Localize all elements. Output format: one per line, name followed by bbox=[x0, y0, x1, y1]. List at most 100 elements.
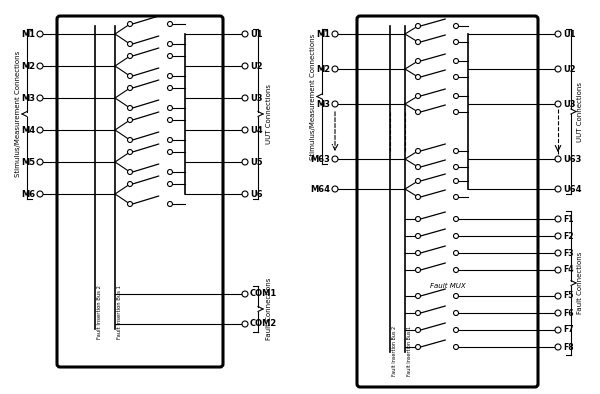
Text: Fault Insertion Bus 2: Fault Insertion Bus 2 bbox=[392, 326, 397, 376]
Text: U3: U3 bbox=[563, 100, 575, 108]
Circle shape bbox=[167, 22, 173, 26]
Text: F3: F3 bbox=[563, 249, 574, 258]
Text: UUT Connections: UUT Connections bbox=[266, 84, 272, 144]
Circle shape bbox=[555, 250, 561, 256]
Circle shape bbox=[555, 31, 561, 37]
Text: M6: M6 bbox=[21, 190, 35, 199]
Text: U5: U5 bbox=[250, 158, 263, 167]
Circle shape bbox=[454, 195, 458, 199]
Circle shape bbox=[415, 165, 421, 169]
Text: F1: F1 bbox=[563, 214, 574, 223]
Circle shape bbox=[167, 85, 173, 91]
Circle shape bbox=[242, 191, 248, 197]
Text: U3: U3 bbox=[250, 93, 263, 102]
Circle shape bbox=[454, 268, 458, 273]
Text: Fault Insertion Bus 2: Fault Insertion Bus 2 bbox=[97, 285, 102, 339]
Circle shape bbox=[454, 110, 458, 115]
Circle shape bbox=[128, 201, 133, 206]
Circle shape bbox=[128, 85, 133, 91]
Circle shape bbox=[167, 201, 173, 206]
Circle shape bbox=[454, 216, 458, 221]
Circle shape bbox=[37, 63, 43, 69]
Circle shape bbox=[555, 233, 561, 239]
Text: F2: F2 bbox=[563, 232, 574, 240]
Circle shape bbox=[555, 156, 561, 162]
Circle shape bbox=[415, 93, 421, 98]
Circle shape bbox=[454, 58, 458, 63]
Text: F8: F8 bbox=[563, 342, 574, 351]
Circle shape bbox=[332, 31, 338, 37]
Circle shape bbox=[555, 101, 561, 107]
Text: U64: U64 bbox=[563, 184, 581, 193]
Circle shape bbox=[332, 186, 338, 192]
Circle shape bbox=[128, 182, 133, 186]
Circle shape bbox=[167, 117, 173, 123]
Circle shape bbox=[242, 95, 248, 101]
Text: M2: M2 bbox=[316, 65, 330, 74]
Text: Fault Insertion Bus 1: Fault Insertion Bus 1 bbox=[407, 326, 412, 376]
Text: F4: F4 bbox=[563, 266, 574, 275]
Text: F6: F6 bbox=[563, 309, 574, 318]
Circle shape bbox=[454, 149, 458, 154]
Text: M3: M3 bbox=[316, 100, 330, 108]
Text: U1: U1 bbox=[250, 30, 263, 39]
Text: Fault Connections: Fault Connections bbox=[577, 252, 583, 314]
Circle shape bbox=[415, 327, 421, 333]
Text: F5: F5 bbox=[563, 292, 574, 301]
Text: U2: U2 bbox=[563, 65, 575, 74]
Text: U1: U1 bbox=[563, 30, 575, 39]
Circle shape bbox=[415, 58, 421, 63]
Circle shape bbox=[555, 293, 561, 299]
Circle shape bbox=[555, 216, 561, 222]
Circle shape bbox=[555, 267, 561, 273]
Circle shape bbox=[555, 310, 561, 316]
Circle shape bbox=[167, 182, 173, 186]
Circle shape bbox=[242, 31, 248, 37]
Text: M4: M4 bbox=[21, 126, 35, 134]
Circle shape bbox=[454, 165, 458, 169]
Text: U6: U6 bbox=[250, 190, 263, 199]
Text: COM2: COM2 bbox=[250, 320, 277, 329]
Circle shape bbox=[37, 95, 43, 101]
Circle shape bbox=[454, 24, 458, 28]
Circle shape bbox=[128, 106, 133, 110]
Circle shape bbox=[167, 106, 173, 110]
Circle shape bbox=[415, 344, 421, 349]
Circle shape bbox=[128, 138, 133, 143]
Circle shape bbox=[415, 74, 421, 80]
Circle shape bbox=[454, 74, 458, 80]
Circle shape bbox=[167, 54, 173, 58]
Text: M5: M5 bbox=[21, 158, 35, 167]
Circle shape bbox=[242, 159, 248, 165]
Circle shape bbox=[167, 169, 173, 175]
Circle shape bbox=[37, 159, 43, 165]
Text: M3: M3 bbox=[21, 93, 35, 102]
Circle shape bbox=[415, 310, 421, 316]
Text: M1: M1 bbox=[21, 30, 35, 39]
Circle shape bbox=[555, 66, 561, 72]
Circle shape bbox=[128, 169, 133, 175]
Circle shape bbox=[415, 216, 421, 221]
Circle shape bbox=[128, 74, 133, 78]
Text: Fault Insertion Bus 1: Fault Insertion Bus 1 bbox=[117, 285, 122, 339]
Circle shape bbox=[415, 251, 421, 255]
Circle shape bbox=[37, 127, 43, 133]
Circle shape bbox=[454, 39, 458, 45]
Circle shape bbox=[37, 31, 43, 37]
Circle shape bbox=[167, 74, 173, 78]
Text: COM1: COM1 bbox=[250, 290, 277, 299]
Circle shape bbox=[555, 344, 561, 350]
Text: U4: U4 bbox=[250, 126, 263, 134]
Circle shape bbox=[332, 66, 338, 72]
Circle shape bbox=[555, 186, 561, 192]
Circle shape bbox=[454, 251, 458, 255]
Circle shape bbox=[242, 321, 248, 327]
Text: M64: M64 bbox=[310, 184, 330, 193]
Text: Fault MUX: Fault MUX bbox=[430, 283, 466, 289]
Text: M1: M1 bbox=[316, 30, 330, 39]
Text: Fault Connections: Fault Connections bbox=[266, 278, 272, 340]
Circle shape bbox=[167, 41, 173, 46]
Circle shape bbox=[555, 327, 561, 333]
Text: UUT Connections: UUT Connections bbox=[577, 82, 583, 141]
Circle shape bbox=[242, 127, 248, 133]
